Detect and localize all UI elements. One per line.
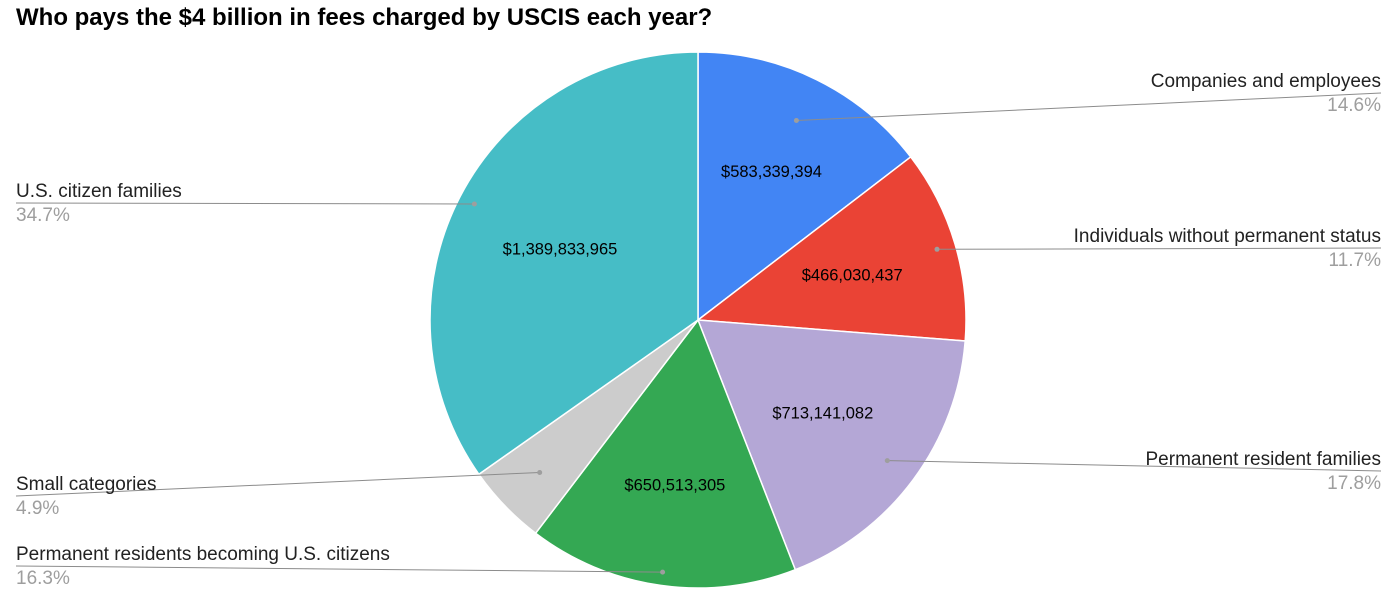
legend-name-u-s-citizen-families: U.S. citizen families [16,181,182,202]
pie-slice-u-s-citizen-families [429,51,699,476]
leader-dot-small-categories [537,470,543,475]
leader-dot-individuals-without-permanent-status [934,246,940,252]
leader-line-individuals-without-permanent-status [936,247,1382,250]
legend-name-permanent-residents-becoming-u-s-citizens: Permanent residents becoming U.S. citize… [16,544,390,565]
leader-line-permanent-resident-families [887,460,1382,472]
legend-name-small-categories: Small categories [16,474,156,495]
legend-percent-u-s-citizen-families: 34.7% [16,205,70,226]
leader-dot-companies-and-employees [793,118,799,123]
value-labels: $583,339,394 $466,030,437 $713,141,082 $650… [503,163,903,495]
leader-lines [15,92,1382,575]
leader-line-small-categories [15,472,540,497]
legend-labels: Companies and employees 14.6% Individuals … [16,71,1381,589]
legend-name-companies-and-employees: Companies and employees [1151,71,1381,92]
legend-percent-individuals-without-permanent-status: 11.7% [1329,250,1382,271]
pie-slice-individuals-without-permanent-status [695,155,967,342]
leader-line-companies-and-employees [796,92,1382,121]
leader-line-u-s-citizen-families [15,202,475,205]
legend-percent-permanent-resident-families: 17.8% [1327,473,1381,494]
pie-slice-companies-and-employees [697,51,912,322]
leader-line-permanent-residents-becoming-u-s-citizens [15,565,663,573]
chart-title: Who pays the $4 billion in fees charged … [16,4,713,31]
pie-slice-permanent-residents-becoming-u-s-citizens [534,318,797,589]
pie-slices [429,51,967,589]
value-label-permanent-resident-families: $713,141,082 [772,405,873,423]
value-label-companies-and-employees: $583,339,394 [721,163,822,181]
legend-percent-companies-and-employees: 14.6% [1327,95,1381,116]
leader-dot-permanent-residents-becoming-u-s-citizens [660,569,666,575]
leader-dot-permanent-resident-families [884,458,890,464]
pie-slice-permanent-resident-families [696,319,966,571]
legend-name-individuals-without-permanent-status: Individuals without permanent status [1074,226,1381,247]
value-label-individuals-without-permanent-status: $466,030,437 [802,266,903,284]
legend-percent-permanent-residents-becoming-u-s-citizens: 16.3% [16,568,70,589]
legend-percent-small-categories: 4.9% [16,498,59,519]
value-label-permanent-residents-becoming-u-s-citizens: $650,513,305 [624,477,725,495]
leader-dot-u-s-citizen-families [471,201,477,207]
value-label-u-s-citizen-families: $1,389,833,965 [503,240,618,258]
legend-name-permanent-resident-families: Permanent resident families [1146,449,1382,470]
